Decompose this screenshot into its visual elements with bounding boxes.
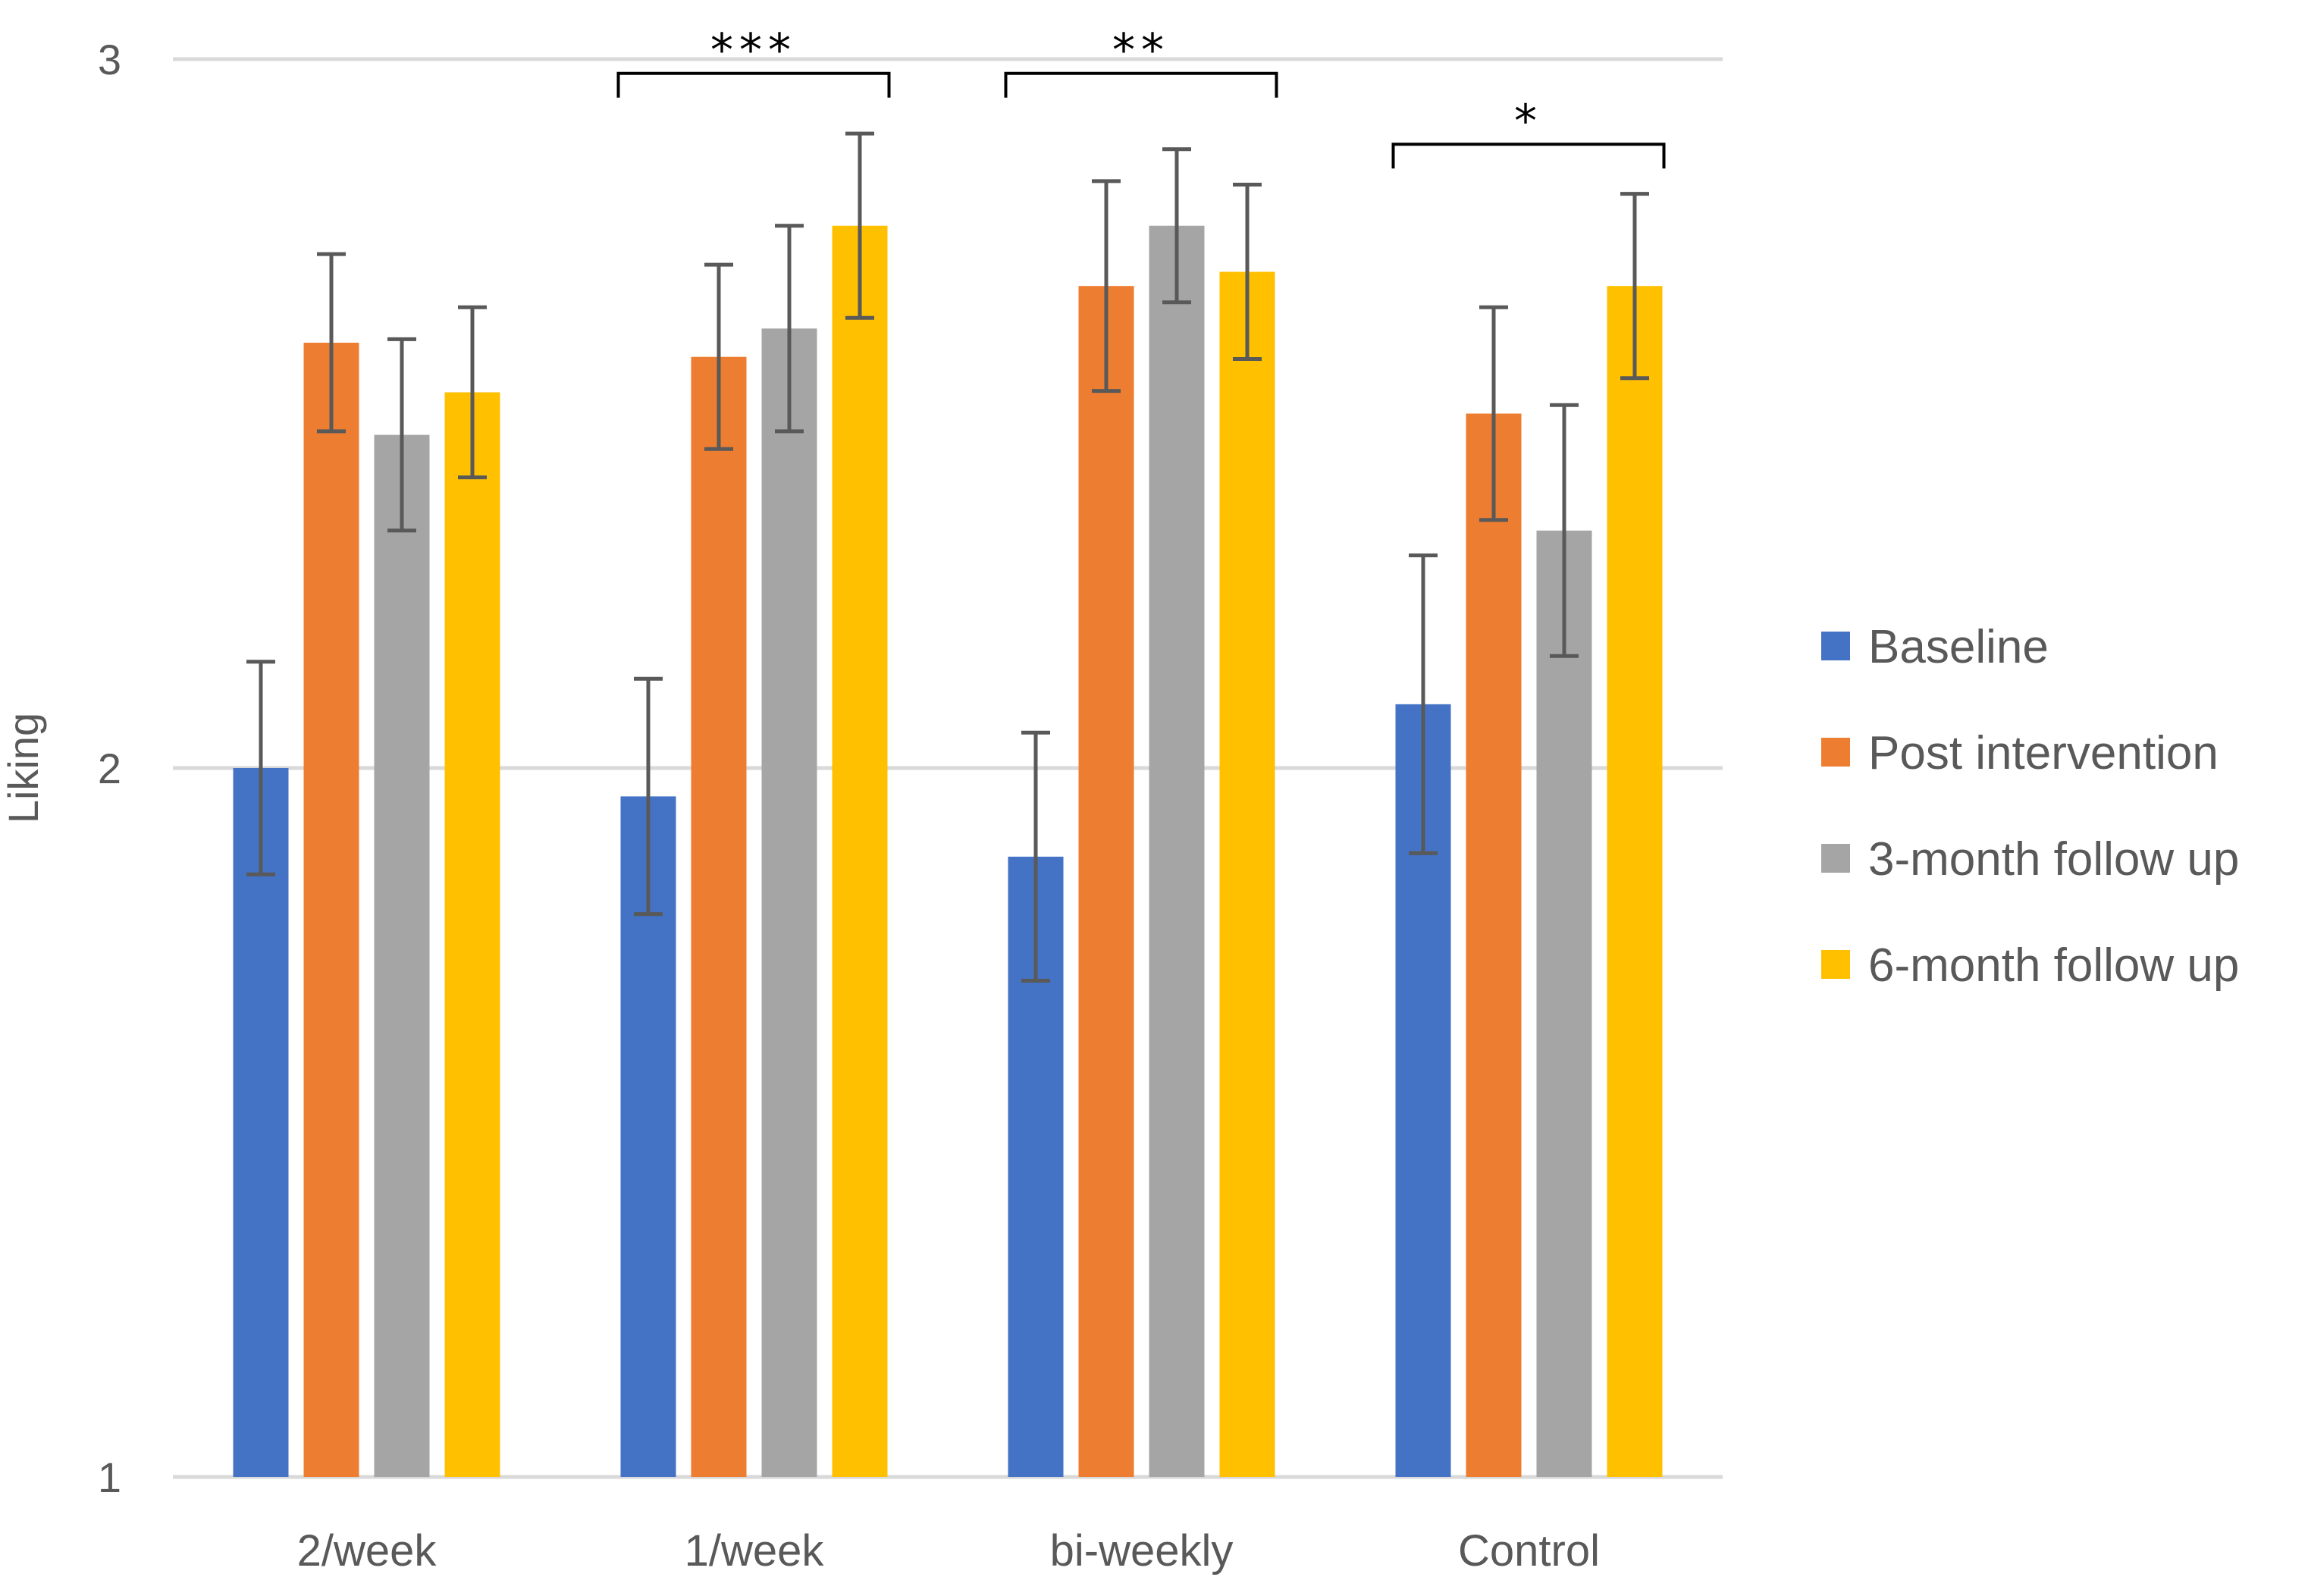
bar [303, 343, 359, 1477]
bar [761, 328, 817, 1477]
significance-label: * [1514, 95, 1543, 148]
legend-label: 6-month follow up [1868, 939, 2239, 992]
bar [233, 768, 289, 1477]
gridlines [173, 57, 1723, 1479]
bar [832, 225, 888, 1478]
bar [1536, 530, 1592, 1477]
y-tick-label: 2 [98, 745, 121, 792]
legend-label: 3-month follow up [1868, 833, 2239, 886]
bar [374, 434, 430, 1477]
significance-bracket [1391, 143, 1666, 169]
legend-label: Baseline [1868, 621, 2049, 673]
legend-swatch [1821, 738, 1850, 767]
bar [1078, 286, 1134, 1478]
y-tick-label: 3 [98, 36, 121, 83]
legend-swatch [1821, 844, 1850, 873]
legend: Baseline Post intervention 3-month follow … [1821, 621, 2239, 992]
y-tick-label: 1 [98, 1453, 121, 1501]
significance-label: ** [1112, 24, 1170, 77]
bar [444, 392, 500, 1478]
bar [691, 356, 747, 1478]
bar [1607, 286, 1663, 1478]
x-category-label: Control [1458, 1526, 1600, 1576]
x-category-label: bi-weekly [1050, 1526, 1234, 1576]
error-bars [246, 131, 1649, 983]
x-category-label: 2/week [297, 1526, 437, 1576]
legend-label: Post intervention [1868, 727, 2219, 779]
significance-annotations: *** *** [616, 24, 1666, 169]
y-axis-title: Liking [0, 713, 47, 823]
x-category-label: 1/week [685, 1526, 825, 1576]
bars [233, 225, 1663, 1478]
legend-swatch [1821, 632, 1850, 660]
bar [1149, 225, 1205, 1478]
significance-bracket [616, 71, 891, 98]
significance-label: *** [710, 24, 797, 77]
legend-swatch [1821, 950, 1850, 979]
y-axis-ticks: 1 2 3 [98, 36, 121, 1501]
bar [1466, 413, 1522, 1477]
bar [1219, 271, 1275, 1477]
x-axis-categories: 2/week 1/week bi-weekly Control [297, 1526, 1600, 1576]
significance-bracket [1004, 71, 1278, 98]
